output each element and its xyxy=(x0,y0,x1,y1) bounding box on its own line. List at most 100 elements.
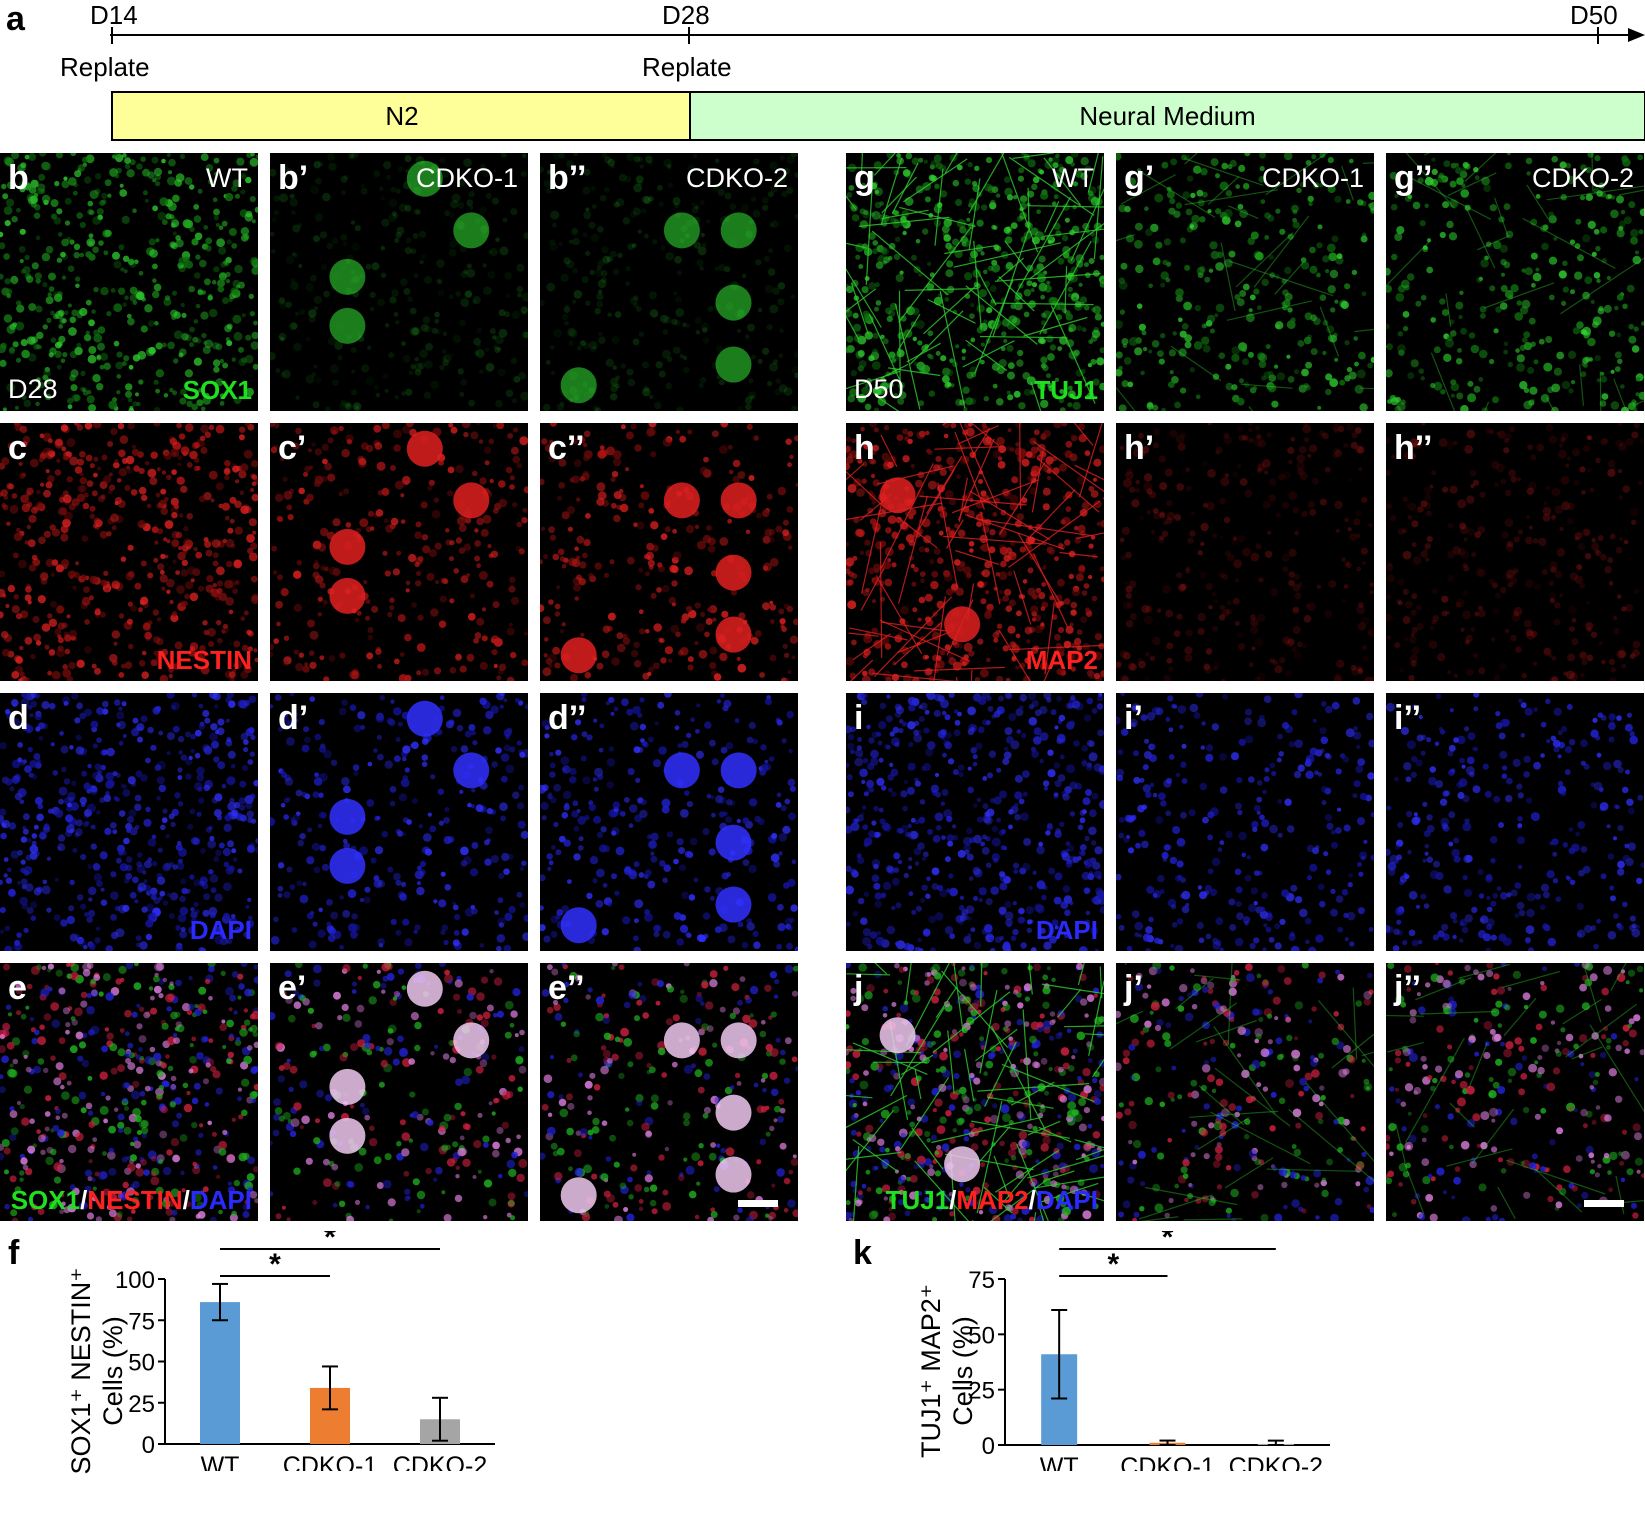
marker-part: NESTIN xyxy=(87,1185,182,1215)
micrograph-texture xyxy=(270,423,528,681)
panel-letter: e xyxy=(8,971,27,1005)
micrograph-right-g-cdko-1: g’ CDKO-1 xyxy=(1116,153,1374,411)
micrograph-right-h-cdko-1: h’ xyxy=(1116,423,1374,681)
marker-part: SOX1 xyxy=(11,1185,80,1215)
micrograph-right-j-cdko-2: j’’ xyxy=(1386,963,1644,1221)
micrograph-left-b-cdko-1: b’CDKO-1 xyxy=(270,153,528,411)
significance-star: * xyxy=(1162,1231,1174,1254)
medium-n2-bar: N2 xyxy=(111,91,693,141)
micrograph-left-d-cdko-1: d’ xyxy=(270,693,528,951)
panel-letter: h’ xyxy=(1124,431,1154,465)
panel-letter: c xyxy=(8,431,27,465)
marker-label: TUJ1 xyxy=(1034,377,1098,403)
micrograph-right-j-cdko-1: j’ xyxy=(1116,963,1374,1221)
marker-label: SOX1 xyxy=(183,377,252,403)
panel-letter: b’’ xyxy=(548,161,586,195)
micrograph-left-e-cdko-1: e’ xyxy=(270,963,528,1221)
marker-part: MAP2 xyxy=(956,1185,1028,1215)
marker-part: MAP2 xyxy=(1026,645,1098,675)
genotype-label: CDKO-1 xyxy=(1262,165,1364,192)
panel-letter: d’’ xyxy=(548,701,586,735)
panel-letter: c’’ xyxy=(548,431,585,465)
marker-part: NESTIN xyxy=(157,645,252,675)
significance-star: * xyxy=(324,1231,336,1254)
marker-part: TUJ1 xyxy=(1034,375,1098,405)
marker-part: DAPI xyxy=(190,1185,252,1215)
micrograph-texture xyxy=(0,693,258,951)
y-tick-label: 100 xyxy=(115,1267,155,1294)
panel-letter: g xyxy=(854,161,875,195)
micrograph-left-e-cdko-2: e’’ xyxy=(540,963,798,1221)
marker-part: DAPI xyxy=(1036,915,1098,945)
panel-letter: h xyxy=(854,431,875,465)
panel-letter: e’ xyxy=(278,971,306,1005)
timeline-day-d28: D28 xyxy=(662,2,710,28)
marker-label: SOX1/NESTIN/DAPI xyxy=(11,1187,252,1213)
panel-letter: b’ xyxy=(278,161,308,195)
micrograph-texture xyxy=(1116,963,1374,1221)
micrograph-right-h-wt: h MAP2 xyxy=(846,423,1104,681)
panel-letter: i’’ xyxy=(1394,701,1421,735)
panel-letter: i xyxy=(854,701,863,735)
y-tick-label: 50 xyxy=(128,1350,155,1377)
micrograph-texture xyxy=(1116,693,1374,951)
micrograph-texture xyxy=(846,423,1104,681)
y-tick-label: 0 xyxy=(982,1433,995,1460)
medium-neural-bar: Neural Medium xyxy=(689,91,1645,141)
micrograph-texture xyxy=(270,963,528,1221)
panel-letter: j’ xyxy=(1124,971,1143,1005)
y-tick-label: 75 xyxy=(128,1308,155,1335)
marker-part: DAPI xyxy=(1036,1185,1098,1215)
panel-letter: g’’ xyxy=(1394,161,1432,195)
marker-label: NESTIN xyxy=(157,647,252,673)
stage-label: D28 xyxy=(8,376,58,403)
micrograph-left-c-cdko-2: c’’ xyxy=(540,423,798,681)
x-tick-label: CDKO-2 xyxy=(1229,1453,1323,1471)
micrograph-texture xyxy=(1386,693,1644,951)
stage-label: D50 xyxy=(854,376,904,403)
marker-part: TUJ1 xyxy=(886,1185,950,1215)
panel-letter: j’’ xyxy=(1394,971,1421,1005)
x-tick-label: WT xyxy=(1040,1453,1079,1471)
micrograph-right-g-wt: g WT D50 TUJ1 xyxy=(846,153,1104,411)
micrograph-right-g-cdko-2: g’’CDKO-2 xyxy=(1386,153,1644,411)
x-tick-label: CDKO-1 xyxy=(1120,1453,1214,1471)
timeline-day-d50: D50 xyxy=(1570,2,1618,28)
panel-letter: j xyxy=(854,971,863,1005)
micrograph-texture xyxy=(1116,423,1374,681)
y-tick-label: 50 xyxy=(968,1322,995,1349)
marker-label: MAP2 xyxy=(1026,647,1098,673)
genotype-label: WT xyxy=(206,165,248,192)
micrograph-left-b-wt: b WT D28 SOX1 xyxy=(0,153,258,411)
panel-letter: d xyxy=(8,701,29,735)
micrograph-left-c-wt: c NESTIN xyxy=(0,423,258,681)
micrograph-texture xyxy=(0,423,258,681)
genotype-label: WT xyxy=(1052,165,1094,192)
medium-neural-label: Neural Medium xyxy=(1079,103,1255,129)
medium-n2-label: N2 xyxy=(385,103,418,129)
significance-star: * xyxy=(269,1248,281,1281)
micrograph-texture xyxy=(270,693,528,951)
significance-star: * xyxy=(1107,1248,1119,1281)
marker-part: DAPI xyxy=(190,915,252,945)
panel-letter: d’ xyxy=(278,701,308,735)
timeline-event-replate-2: Replate xyxy=(642,54,732,80)
panel-letter: g’ xyxy=(1124,161,1154,195)
micrograph-left-d-wt: d DAPI xyxy=(0,693,258,951)
timeline-day-d14: D14 xyxy=(90,2,138,28)
y-tick-label: 75 xyxy=(968,1267,995,1294)
timeline-event-replate-1: Replate xyxy=(60,54,150,80)
genotype-label: CDKO-2 xyxy=(686,165,788,192)
micrograph-texture xyxy=(846,693,1104,951)
y-tick-label: 25 xyxy=(128,1391,155,1418)
panel-letter: c’ xyxy=(278,431,306,465)
micrograph-left-d-cdko-2: d’’ xyxy=(540,693,798,951)
panel-letter: b xyxy=(8,161,29,195)
micrograph-left-e-wt: e SOX1/NESTIN/DAPI xyxy=(0,963,258,1221)
bar-wt xyxy=(200,1302,240,1444)
x-tick-label: WT xyxy=(201,1452,240,1471)
micrograph-texture xyxy=(846,963,1104,1221)
micrograph-left-b-cdko-2: b’’ CDKO-2 xyxy=(540,153,798,411)
